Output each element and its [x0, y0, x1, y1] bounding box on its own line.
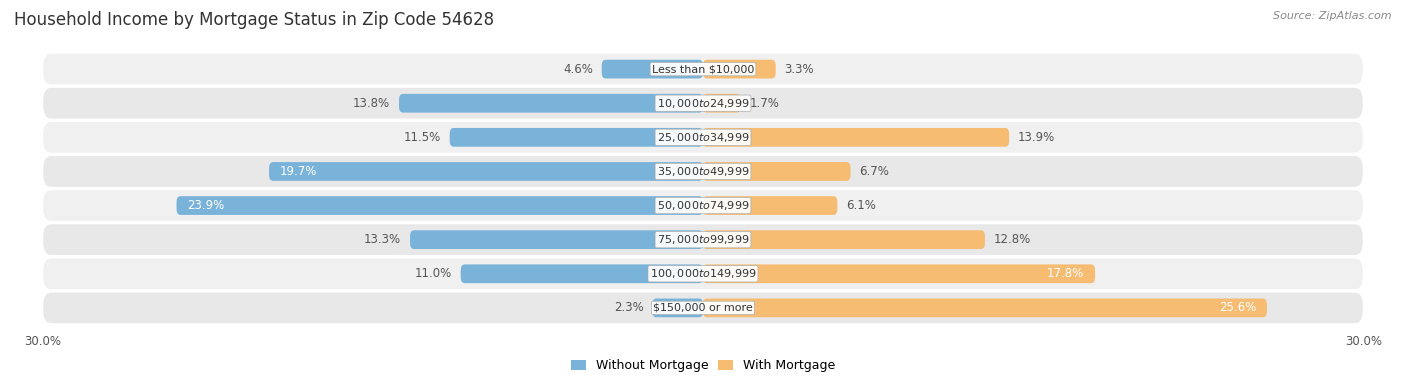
Text: 17.8%: 17.8% — [1047, 267, 1084, 280]
FancyBboxPatch shape — [703, 128, 1010, 147]
FancyBboxPatch shape — [703, 162, 851, 181]
FancyBboxPatch shape — [42, 53, 1364, 86]
Text: $35,000 to $49,999: $35,000 to $49,999 — [657, 165, 749, 178]
FancyBboxPatch shape — [703, 264, 1095, 283]
Text: Household Income by Mortgage Status in Zip Code 54628: Household Income by Mortgage Status in Z… — [14, 11, 494, 29]
FancyBboxPatch shape — [703, 230, 986, 249]
Text: 12.8%: 12.8% — [994, 233, 1031, 246]
FancyBboxPatch shape — [42, 155, 1364, 188]
Text: 6.7%: 6.7% — [859, 165, 889, 178]
FancyBboxPatch shape — [42, 223, 1364, 256]
FancyBboxPatch shape — [703, 299, 1267, 317]
Text: 1.7%: 1.7% — [749, 97, 779, 110]
Text: $75,000 to $99,999: $75,000 to $99,999 — [657, 233, 749, 246]
FancyBboxPatch shape — [42, 257, 1364, 290]
FancyBboxPatch shape — [42, 121, 1364, 154]
Text: Source: ZipAtlas.com: Source: ZipAtlas.com — [1274, 11, 1392, 21]
FancyBboxPatch shape — [411, 230, 703, 249]
Text: $50,000 to $74,999: $50,000 to $74,999 — [657, 199, 749, 212]
Text: 11.5%: 11.5% — [404, 131, 441, 144]
Text: 4.6%: 4.6% — [562, 63, 593, 76]
Text: 6.1%: 6.1% — [846, 199, 876, 212]
Text: 13.3%: 13.3% — [364, 233, 401, 246]
Text: 3.3%: 3.3% — [785, 63, 814, 76]
FancyBboxPatch shape — [450, 128, 703, 147]
FancyBboxPatch shape — [703, 196, 838, 215]
Text: 11.0%: 11.0% — [415, 267, 451, 280]
FancyBboxPatch shape — [602, 60, 703, 78]
FancyBboxPatch shape — [461, 264, 703, 283]
FancyBboxPatch shape — [269, 162, 703, 181]
Text: 13.8%: 13.8% — [353, 97, 391, 110]
Text: $150,000 or more: $150,000 or more — [654, 303, 752, 313]
Text: 25.6%: 25.6% — [1219, 301, 1256, 314]
Legend: Without Mortgage, With Mortgage: Without Mortgage, With Mortgage — [565, 354, 841, 377]
FancyBboxPatch shape — [703, 60, 776, 78]
Text: $25,000 to $34,999: $25,000 to $34,999 — [657, 131, 749, 144]
Text: Less than $10,000: Less than $10,000 — [652, 64, 754, 74]
FancyBboxPatch shape — [399, 94, 703, 113]
Text: 19.7%: 19.7% — [280, 165, 318, 178]
FancyBboxPatch shape — [42, 291, 1364, 324]
FancyBboxPatch shape — [177, 196, 703, 215]
Text: 2.3%: 2.3% — [614, 301, 644, 314]
FancyBboxPatch shape — [42, 87, 1364, 120]
Text: 13.9%: 13.9% — [1018, 131, 1056, 144]
Text: $10,000 to $24,999: $10,000 to $24,999 — [657, 97, 749, 110]
Text: 23.9%: 23.9% — [187, 199, 225, 212]
FancyBboxPatch shape — [42, 189, 1364, 222]
FancyBboxPatch shape — [652, 299, 703, 317]
Text: $100,000 to $149,999: $100,000 to $149,999 — [650, 267, 756, 280]
FancyBboxPatch shape — [703, 94, 741, 113]
